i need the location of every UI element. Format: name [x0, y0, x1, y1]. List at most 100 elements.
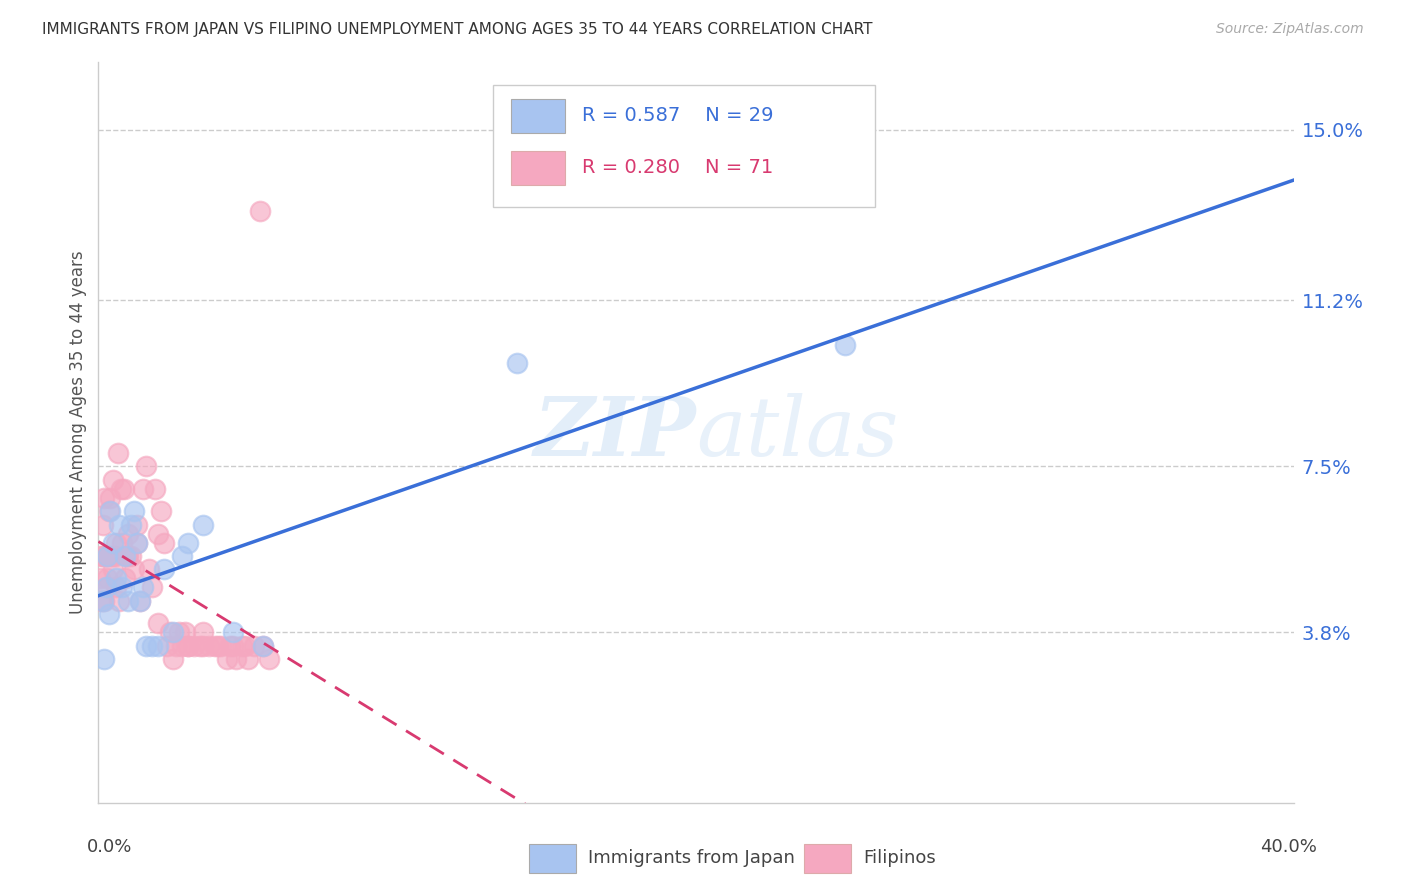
Point — [94, 549, 117, 563]
Point — [114, 549, 136, 563]
Point — [103, 562, 125, 576]
Point — [103, 473, 125, 487]
Bar — [510, 152, 565, 185]
Text: IMMIGRANTS FROM JAPAN VS FILIPINO UNEMPLOYMENT AMONG AGES 35 TO 44 YEARS CORRELA: IMMIGRANTS FROM JAPAN VS FILIPINO UNEMPL… — [42, 22, 873, 37]
Point — [135, 459, 157, 474]
Point — [143, 482, 166, 496]
Text: R = 0.587    N = 29: R = 0.587 N = 29 — [582, 106, 773, 125]
Point — [97, 607, 120, 622]
Point — [191, 517, 214, 532]
Point — [219, 639, 242, 653]
Point — [243, 639, 266, 653]
Point — [127, 517, 149, 532]
Text: 0.0%: 0.0% — [87, 838, 132, 856]
Point — [172, 639, 194, 653]
Point — [115, 549, 138, 563]
Point — [252, 639, 274, 653]
Point — [104, 549, 127, 563]
Point — [98, 549, 122, 563]
Point — [97, 504, 120, 518]
Point — [98, 504, 122, 518]
Point — [167, 625, 190, 640]
Point — [191, 625, 214, 640]
Point — [96, 581, 118, 595]
Text: Filipinos: Filipinos — [863, 849, 936, 867]
Point — [117, 549, 139, 563]
Point — [90, 594, 112, 608]
Point — [188, 639, 211, 653]
Point — [252, 639, 274, 653]
Point — [105, 535, 128, 549]
Point — [129, 594, 152, 608]
Point — [222, 639, 245, 653]
Point — [148, 639, 170, 653]
Point — [135, 639, 157, 653]
Text: Source: ZipAtlas.com: Source: ZipAtlas.com — [1216, 22, 1364, 37]
Point — [236, 652, 259, 666]
Point — [177, 639, 200, 653]
Point — [834, 338, 856, 352]
Point — [101, 549, 124, 563]
Point — [165, 639, 187, 653]
Point — [105, 571, 128, 585]
Text: R = 0.280    N = 71: R = 0.280 N = 71 — [582, 158, 773, 178]
Point — [141, 581, 163, 595]
Point — [249, 203, 271, 218]
Point — [93, 491, 115, 505]
Text: 40.0%: 40.0% — [1261, 838, 1317, 856]
Point — [177, 535, 200, 549]
Point — [215, 652, 238, 666]
Point — [153, 535, 176, 549]
Point — [96, 571, 118, 585]
Point — [93, 549, 115, 563]
Point — [257, 652, 280, 666]
Point — [159, 625, 181, 640]
Point — [111, 581, 134, 595]
Point — [183, 639, 205, 653]
Point — [209, 639, 232, 653]
Point — [138, 562, 160, 576]
Point — [148, 616, 170, 631]
Point — [233, 639, 256, 653]
Point — [506, 356, 529, 370]
Point — [204, 639, 226, 653]
Point — [91, 594, 114, 608]
Point — [93, 594, 115, 608]
Point — [127, 535, 149, 549]
Point — [108, 594, 131, 608]
Point — [89, 571, 111, 585]
Point — [150, 504, 173, 518]
Point — [111, 535, 134, 549]
Point — [132, 581, 155, 595]
FancyBboxPatch shape — [494, 85, 876, 207]
Point — [162, 625, 184, 640]
Point — [110, 482, 132, 496]
Point — [120, 517, 142, 532]
Point — [231, 639, 253, 653]
Point — [117, 594, 139, 608]
Point — [225, 652, 247, 666]
Y-axis label: Unemployment Among Ages 35 to 44 years: Unemployment Among Ages 35 to 44 years — [69, 251, 87, 615]
Point — [117, 526, 139, 541]
Point — [127, 535, 149, 549]
Point — [94, 581, 117, 595]
Text: ZIP: ZIP — [533, 392, 696, 473]
Point — [103, 535, 125, 549]
Point — [156, 639, 179, 653]
Point — [129, 594, 152, 608]
Bar — [529, 844, 576, 873]
Point — [91, 517, 114, 532]
Point — [90, 549, 112, 563]
Bar — [804, 844, 852, 873]
Point — [93, 652, 115, 666]
Bar — [510, 99, 565, 133]
Point — [124, 562, 146, 576]
Point — [153, 562, 176, 576]
Point — [174, 625, 197, 640]
Text: Immigrants from Japan: Immigrants from Japan — [589, 849, 796, 867]
Point — [107, 446, 129, 460]
Point — [148, 526, 170, 541]
Point — [98, 491, 122, 505]
Point — [120, 549, 142, 563]
Point — [162, 652, 184, 666]
